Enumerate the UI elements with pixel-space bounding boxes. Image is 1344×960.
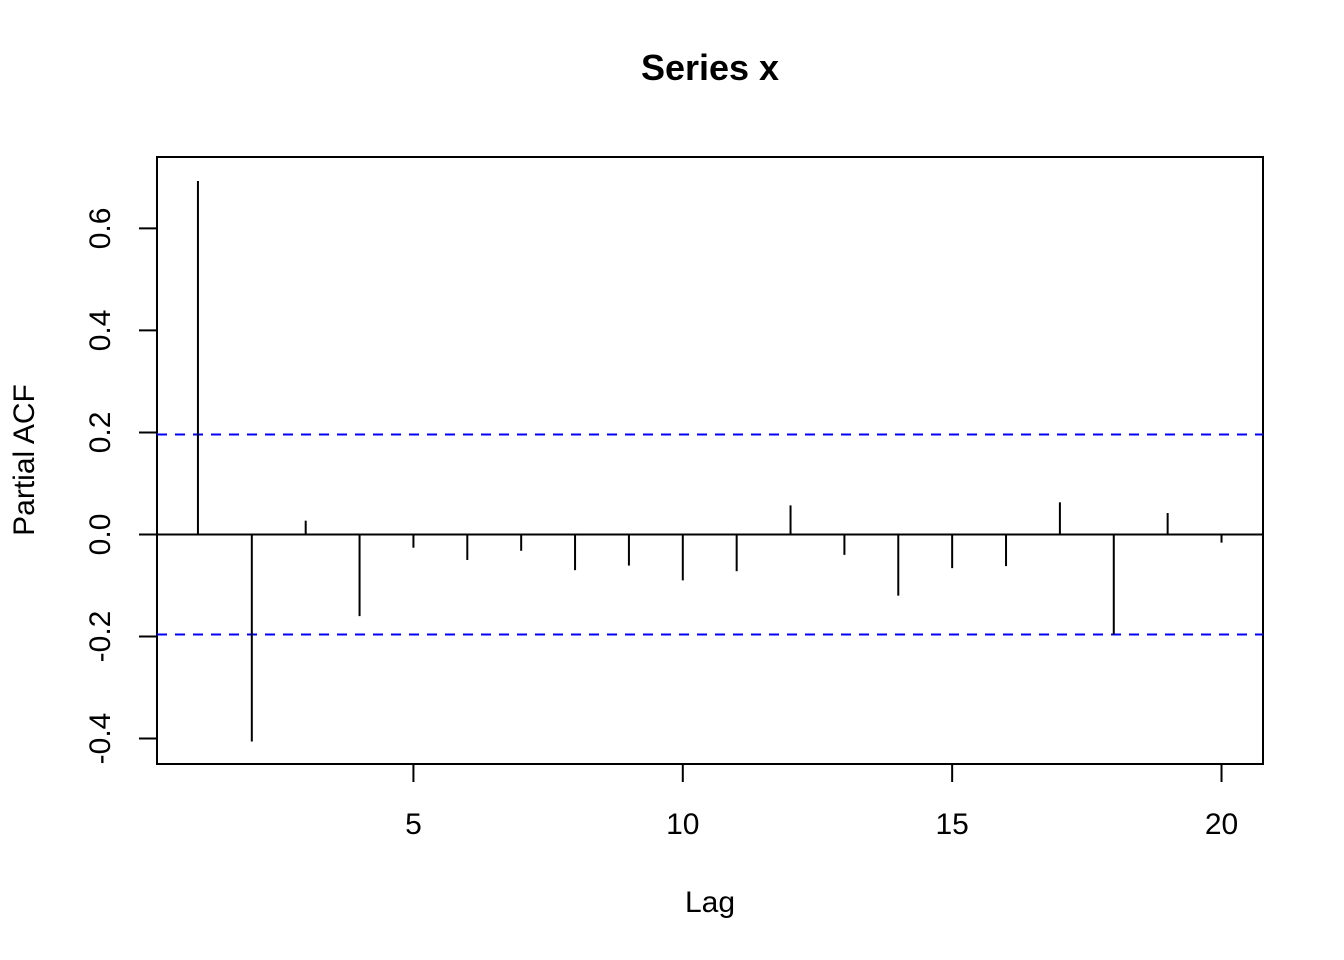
y-tick-label: 0.0 [84, 514, 117, 556]
pacf-spikes [196, 180, 1223, 742]
x-tick-label: 15 [935, 808, 968, 841]
confidence-bounds [157, 433, 1263, 636]
y-tick-label: 0.4 [84, 310, 117, 352]
x-axis-title: Lag [685, 886, 735, 919]
y-tick-label: -0.2 [84, 611, 117, 663]
y-axis: -0.4 -0.2 0.0 0.2 0.4 0.6 [84, 208, 158, 765]
y-tick-label: 0.6 [84, 208, 117, 250]
y-tick-label: 0.2 [84, 412, 117, 454]
x-tick-label: 20 [1205, 808, 1238, 841]
y-axis-title: Partial ACF [8, 384, 41, 536]
plot-frame [156, 156, 1264, 765]
x-tick-label: 10 [666, 808, 699, 841]
chart-title: Series x [641, 47, 779, 88]
y-tick-label: -0.4 [84, 713, 117, 765]
x-tick-label: 5 [405, 808, 422, 841]
x-axis: 5 10 15 20 [405, 763, 1238, 841]
